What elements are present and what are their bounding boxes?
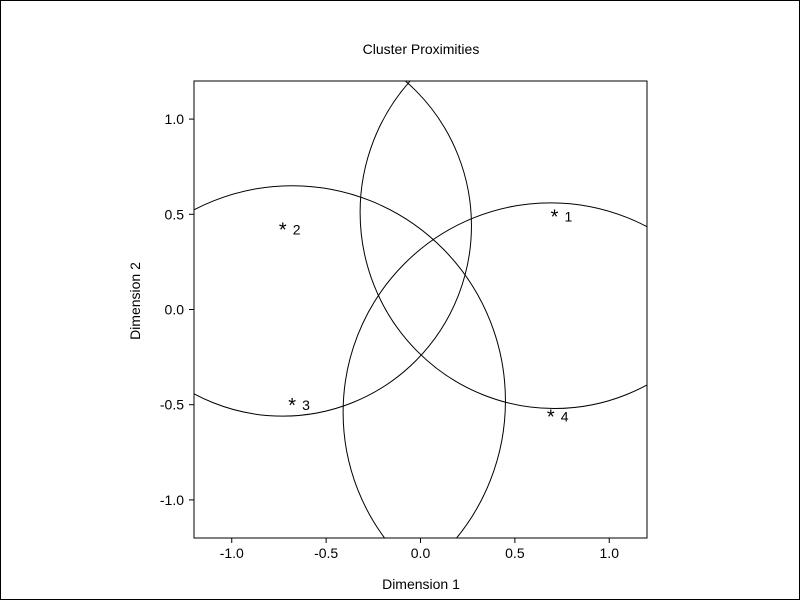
cluster-points: * 1 * 2 * 3 * 4 bbox=[279, 206, 573, 428]
point-marker-cluster-1: * bbox=[551, 206, 559, 228]
point-marker-cluster-3: * bbox=[288, 395, 296, 417]
point-marker-cluster-4: * bbox=[547, 406, 555, 428]
plot-area-border bbox=[193, 80, 648, 539]
x-tick-label: 1.0 bbox=[600, 545, 620, 561]
y-tick-label: -0.5 bbox=[160, 397, 184, 413]
x-tick-label: 0.5 bbox=[505, 545, 525, 561]
y-tick-label: 0.5 bbox=[165, 206, 185, 222]
point-label-cluster-3: 3 bbox=[302, 397, 310, 413]
y-tick-label: 0.0 bbox=[165, 302, 185, 318]
x-tick-label: -1.0 bbox=[220, 545, 244, 561]
point-label-cluster-2: 2 bbox=[293, 222, 301, 238]
proximity-circle-cluster-2 bbox=[194, 81, 472, 417]
proximity-circle-cluster-1 bbox=[359, 81, 647, 409]
x-axis-label: Dimension 1 bbox=[382, 576, 460, 592]
x-axis-ticks: -1.0 -0.5 0.0 0.5 1.0 bbox=[220, 538, 620, 561]
y-tick-label: 1.0 bbox=[165, 111, 185, 127]
y-axis-label: Dimension 2 bbox=[127, 262, 143, 340]
x-tick-label: 0.0 bbox=[411, 545, 431, 561]
point-label-cluster-4: 4 bbox=[561, 408, 569, 424]
point-label-cluster-1: 1 bbox=[565, 208, 573, 224]
point-marker-cluster-2: * bbox=[279, 220, 287, 242]
y-tick-label: -1.0 bbox=[160, 492, 184, 508]
proximity-circle-cluster-3 bbox=[194, 185, 506, 538]
x-tick-label: -0.5 bbox=[314, 545, 338, 561]
proximity-circles bbox=[194, 81, 647, 538]
chart-title: Cluster Proximities bbox=[363, 41, 480, 57]
proximity-circle-cluster-4 bbox=[342, 202, 647, 538]
y-axis-ticks: 1.0 0.5 0.0 -0.5 -1.0 bbox=[160, 111, 194, 508]
